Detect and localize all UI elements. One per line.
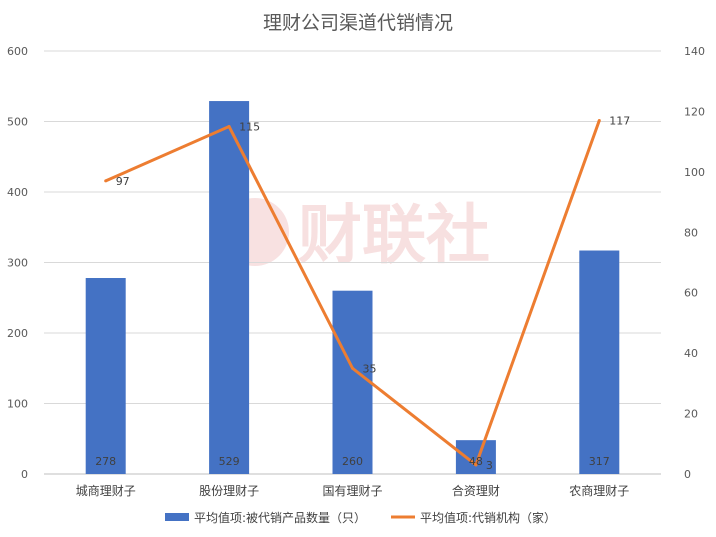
legend-label-bar: 平均值项:被代销产品数量（只）	[194, 510, 366, 525]
chart-title: 理财公司渠道代销情况	[263, 12, 453, 34]
line-data-label: 117	[609, 114, 630, 127]
bar	[332, 290, 373, 474]
line-data-label: 35	[363, 362, 377, 375]
data-labels: 278 529 260 48 317 97 115 35 3 117	[95, 114, 630, 471]
x-category-label: 国有理财子	[322, 484, 382, 498]
line-point	[474, 463, 478, 467]
bar-data-label: 260	[342, 455, 363, 468]
y-right-tick-label: 120	[684, 105, 705, 118]
legend: 平均值项:被代销产品数量（只） 平均值项:代销机构（家）	[165, 510, 556, 525]
line-point	[597, 118, 601, 122]
y-left-tick-label: 600	[7, 45, 28, 58]
y-left-tick-label: 0	[21, 468, 28, 481]
y-right-tick-label: 60	[684, 287, 698, 300]
bar-data-label: 529	[219, 455, 240, 468]
bar	[209, 101, 250, 475]
bar	[85, 278, 126, 474]
x-category-label: 农商理财子	[569, 483, 629, 498]
bar	[579, 250, 620, 474]
y-right-tick-label: 100	[684, 166, 705, 179]
line-data-label: 115	[239, 121, 260, 134]
y-left-tick-label: 500	[7, 116, 28, 129]
line-point	[227, 125, 231, 129]
y-left-tick-label: 400	[7, 186, 28, 199]
x-category-label: 合资理财	[452, 483, 500, 498]
bar	[455, 440, 496, 474]
bar-data-label: 48	[469, 455, 483, 468]
y-right-tick-label: 20	[684, 408, 698, 421]
line-point	[104, 179, 108, 183]
line-point	[351, 366, 354, 370]
y-left-tick-label: 200	[7, 327, 28, 340]
x-category-label: 城商理财子	[76, 483, 136, 498]
x-category-label: 股份理财子	[199, 484, 259, 498]
bar-series	[85, 101, 620, 475]
legend-label-line: 平均值项:代销机构（家）	[420, 510, 556, 525]
bar-data-label: 278	[95, 455, 116, 468]
y-right-tick-label: 80	[684, 226, 698, 239]
watermark-text: 财联社	[298, 199, 490, 273]
y-right-tick-label: 40	[684, 347, 698, 360]
line-data-label: 3	[486, 459, 493, 472]
legend-swatch-bar	[165, 513, 189, 521]
line-series	[104, 118, 601, 467]
axes: 0 100 200 300 400 500 600 0 20 40 60 80 100 120 140 城商理…	[7, 45, 705, 498]
y-right-tick-label: 140	[684, 45, 705, 58]
y-right-tick-label: 0	[684, 468, 691, 481]
bar-data-label: 317	[589, 455, 610, 468]
y-left-tick-label: 300	[7, 257, 28, 270]
watermark: 财联社	[221, 198, 490, 273]
y-left-tick-label: 100	[7, 398, 28, 411]
line-data-label: 97	[116, 175, 130, 188]
